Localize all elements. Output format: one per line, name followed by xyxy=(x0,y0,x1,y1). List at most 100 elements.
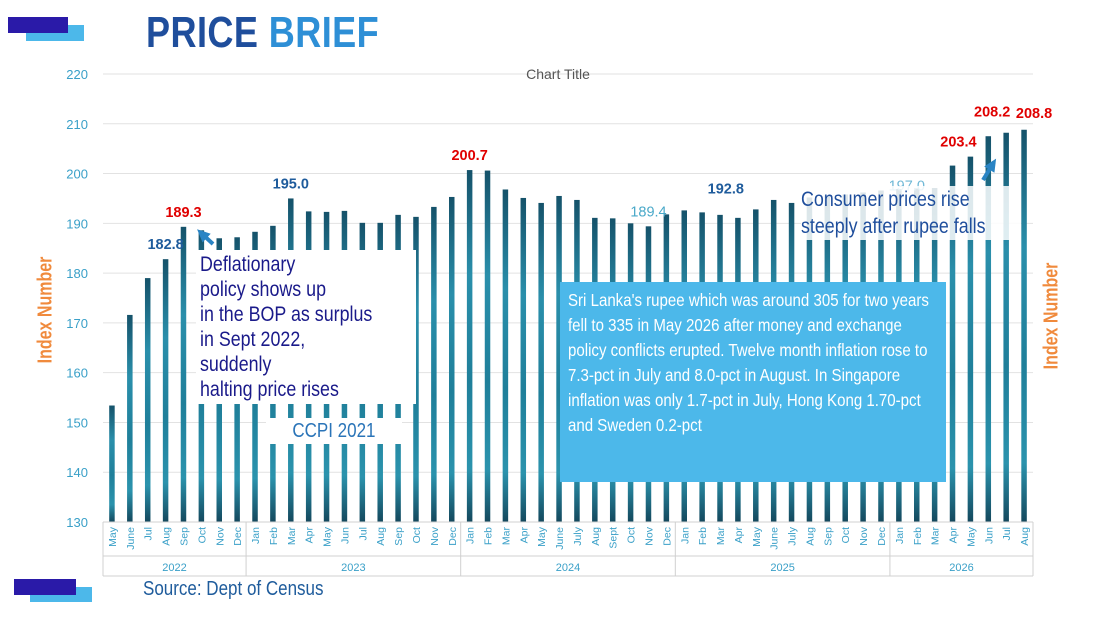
x-tick-label: Feb xyxy=(483,527,495,545)
x-tick-label: Jun xyxy=(339,527,351,544)
x-tick-label: Jun xyxy=(983,527,995,544)
data-label: 208.2 xyxy=(974,105,1010,121)
bar xyxy=(180,226,187,522)
data-label: 203.4 xyxy=(940,135,976,151)
x-tick-label: May xyxy=(107,526,119,547)
x-tick-label: Dec xyxy=(447,527,459,546)
y-tick-label: 160 xyxy=(66,366,88,381)
x-axis-ticks: May June Jul Aug Sep Oct Nov Dec Jan Feb Mar Apr May… xyxy=(102,521,1034,577)
data-label: 189.4 xyxy=(630,204,666,220)
y-tick-label: 190 xyxy=(66,216,88,231)
rupee-info-box: Sri Lanka's rupee which was around 305 f… xyxy=(560,282,946,482)
rupee-annotation: Consumer prices rise steeply after rupee… xyxy=(801,186,1021,240)
year-label: 2024 xyxy=(556,562,580,574)
x-tick-label: Apr xyxy=(948,527,960,544)
rupee-annotation-text: Consumer prices rise steeply after rupee… xyxy=(801,188,986,238)
y-tick-label: 130 xyxy=(66,515,88,530)
bar xyxy=(949,165,956,522)
x-tick-label: Aug xyxy=(1019,527,1031,546)
x-tick-label: Oct xyxy=(411,527,423,543)
y-tick-label: 210 xyxy=(66,117,88,132)
x-tick-label: May xyxy=(751,526,763,547)
bar xyxy=(502,189,509,523)
data-label: 208.8 xyxy=(1016,106,1052,122)
x-tick-label: Mar xyxy=(715,527,727,546)
x-tick-label: Apr xyxy=(304,527,316,544)
x-tick-label: Jan xyxy=(894,527,906,544)
logo-bar-top-dark xyxy=(8,17,68,33)
bar xyxy=(449,196,455,522)
x-tick-label: Mar xyxy=(286,527,298,546)
data-label: 192.8 xyxy=(708,181,744,197)
year-label: 2025 xyxy=(770,562,794,574)
ccpi-label: CCPI 2021 xyxy=(266,418,402,444)
x-tick-label: Apr xyxy=(518,527,530,544)
rupee-info-text: Sri Lanka's rupee which was around 305 f… xyxy=(568,290,929,435)
x-tick-label: May xyxy=(322,526,334,547)
x-tick-label: Aug xyxy=(804,527,816,546)
x-tick-label: Sept xyxy=(608,527,620,549)
x-tick-label: Sep xyxy=(393,527,405,546)
year-label: 2023 xyxy=(341,562,365,574)
data-labels: 182.8189.3195.0200.7189.4192.8197.0203.4… xyxy=(147,105,1052,253)
bar xyxy=(985,136,992,522)
deflation-arrow-head xyxy=(197,229,211,243)
bar xyxy=(109,405,115,522)
x-tick-label: July xyxy=(572,526,584,545)
x-tick-label: Oct xyxy=(840,527,852,543)
y-tick-label: 150 xyxy=(66,415,88,430)
x-tick-label: Aug xyxy=(161,527,173,546)
x-tick-label: Feb xyxy=(697,527,709,545)
deflation-annotation: Deflationary policy shows up in the BOP … xyxy=(196,250,416,404)
bar xyxy=(484,170,491,522)
x-tick-label: July xyxy=(787,526,799,545)
x-tick-label: Feb xyxy=(912,527,924,545)
brand-word-price: PRICE xyxy=(146,8,259,57)
x-tick-label: Nov xyxy=(214,526,226,545)
x-tick-label: Nov xyxy=(643,526,655,545)
x-tick-label: Sep xyxy=(822,527,834,546)
data-label: 200.7 xyxy=(451,148,487,164)
bar xyxy=(967,156,974,522)
bar xyxy=(127,314,133,522)
brand-word-brief: BRIEF xyxy=(268,8,380,57)
chart-title: Chart Title xyxy=(526,66,590,82)
y-tick-label: 140 xyxy=(66,465,88,480)
x-tick-label: Dec xyxy=(876,527,888,546)
x-tick-label: Mar xyxy=(930,527,942,546)
x-tick-label: Feb xyxy=(268,527,280,545)
y-axis-title-right: Index Number xyxy=(1040,262,1063,370)
x-tick-label: Jan xyxy=(679,527,691,544)
x-tick-label: Jul xyxy=(357,527,369,540)
y-axis-title-left: Index Number xyxy=(34,256,57,364)
x-tick-label: Jul xyxy=(1001,527,1013,540)
year-label: 2022 xyxy=(162,562,186,574)
data-label: 182.8 xyxy=(147,237,183,253)
x-tick-label: Oct xyxy=(626,527,638,543)
bar xyxy=(1021,129,1027,523)
bar xyxy=(538,202,544,522)
y-axis-ticks: 130 140 150 160 170 180 190 200 210 220 xyxy=(66,67,88,530)
bar xyxy=(466,170,473,522)
x-tick-label: May xyxy=(965,526,977,547)
x-tick-label: Jan xyxy=(250,527,262,544)
x-tick-label: Apr xyxy=(733,527,745,544)
x-tick-label: Nov xyxy=(858,526,870,545)
x-tick-label: Mar xyxy=(500,527,512,546)
ccpi-label-text: CCPI 2021 xyxy=(292,420,376,442)
source-text: Source: Dept of Census xyxy=(143,578,324,600)
y-tick-label: 170 xyxy=(66,316,88,331)
x-tick-label: Jan xyxy=(465,527,477,544)
x-tick-label: Jul xyxy=(143,527,155,540)
bar xyxy=(556,195,562,522)
brand-title: PRICE BRIEF xyxy=(146,8,379,58)
x-tick-label: June xyxy=(125,527,137,550)
x-tick-label: Aug xyxy=(375,527,387,546)
data-label: 195.0 xyxy=(273,176,309,192)
bar xyxy=(520,197,527,523)
y-tick-label: 200 xyxy=(66,167,88,182)
bar xyxy=(1003,132,1009,522)
data-label: 189.3 xyxy=(165,205,201,221)
year-label: 2026 xyxy=(949,562,973,574)
x-tick-label: June xyxy=(554,527,566,550)
